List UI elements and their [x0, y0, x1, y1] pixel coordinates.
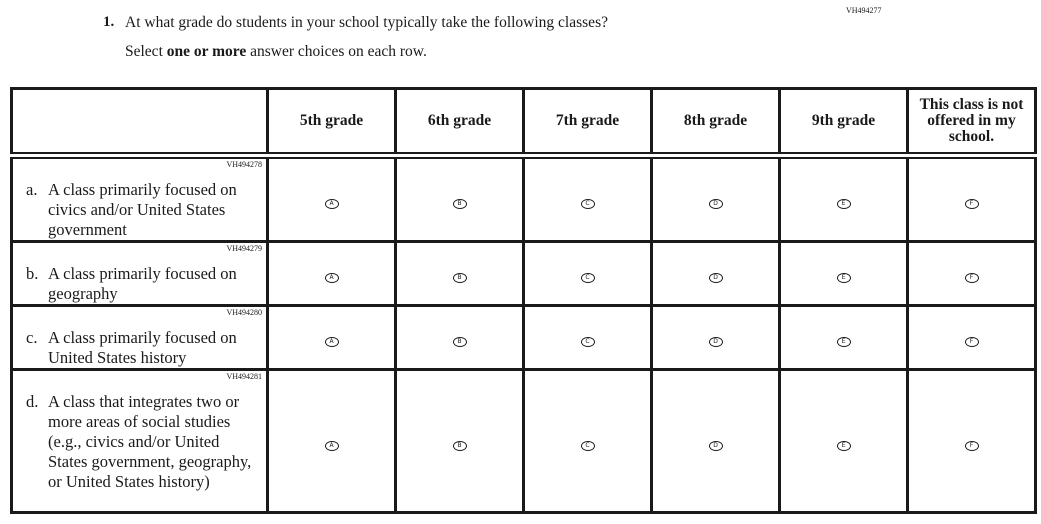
answer-bubble-b[interactable]: B: [452, 440, 467, 451]
header-blank: [10, 87, 269, 159]
question-number: 1.: [103, 14, 115, 30]
answer-bubble-f[interactable]: F: [964, 273, 979, 283]
table-row: VH494278 a. A class primarily focused on c…: [10, 154, 1037, 243]
answer-cell: C: [522, 304, 653, 371]
row-stem: VH494280 c. A class primarily focused on U…: [10, 304, 269, 371]
answer-cell: B: [394, 240, 525, 307]
answer-cell: A: [266, 154, 397, 243]
answer-bubble-b[interactable]: B: [452, 273, 467, 283]
question-id: VH494277: [846, 6, 882, 15]
instruction-text: Select: [125, 43, 167, 60]
column-header: This class is not offered in my school.: [906, 87, 1037, 159]
answer-bubble-a[interactable]: A: [324, 337, 339, 347]
answer-cell: E: [778, 154, 909, 243]
answer-cell: D: [650, 240, 781, 307]
answer-cell: D: [650, 154, 781, 243]
answer-bubble-e[interactable]: E: [836, 337, 851, 347]
answer-cell: D: [650, 368, 781, 514]
answer-bubble-c[interactable]: C: [580, 440, 595, 451]
answer-cell: E: [778, 240, 909, 307]
item-id: VH494278: [226, 160, 262, 169]
instruction-emphasis: one or more: [166, 43, 247, 60]
item-id: VH494280: [226, 308, 262, 317]
column-header: 6th grade: [394, 87, 525, 159]
answer-bubble-a[interactable]: A: [324, 273, 339, 283]
question-instruction: Select one or more answer choices on eac…: [125, 43, 427, 61]
instruction-text: answer choices on each row.: [246, 43, 427, 60]
answer-cell: E: [778, 368, 909, 514]
question-text: At what grade do students in your school…: [125, 14, 608, 31]
answer-grid: 5th grade 6th grade 7th grade 8th grade …: [10, 87, 1037, 514]
row-stem: VH494281 d. A class that integrates two or…: [10, 368, 269, 514]
answer-cell: F: [906, 304, 1037, 371]
answer-cell: B: [394, 368, 525, 514]
answer-cell: A: [266, 304, 397, 371]
table-row: VH494281 d. A class that integrates two or…: [10, 368, 1037, 514]
item-id: VH494281: [226, 372, 262, 381]
answer-bubble-d[interactable]: D: [708, 440, 723, 451]
item-id: VH494279: [226, 244, 262, 253]
answer-bubble-e[interactable]: E: [836, 273, 851, 283]
column-header: 9th grade: [778, 87, 909, 159]
item-letter: a.: [26, 180, 38, 199]
item-letter: b.: [26, 264, 39, 283]
answer-bubble-a[interactable]: A: [324, 199, 339, 209]
answer-bubble-c[interactable]: C: [580, 273, 595, 283]
answer-bubble-c[interactable]: C: [580, 199, 595, 209]
answer-bubble-f[interactable]: F: [964, 199, 979, 209]
column-header: 5th grade: [266, 87, 397, 159]
row-stem: VH494279 b. A class primarily focused on g…: [10, 240, 269, 307]
answer-cell: F: [906, 154, 1037, 243]
answer-cell: A: [266, 240, 397, 307]
column-header: 8th grade: [650, 87, 781, 159]
answer-cell: F: [906, 240, 1037, 307]
answer-cell: D: [650, 304, 781, 371]
answer-cell: A: [266, 368, 397, 514]
answer-cell: B: [394, 304, 525, 371]
item-text: A class primarily focused on civics and/…: [48, 180, 237, 239]
answer-cell: C: [522, 240, 653, 307]
answer-bubble-b[interactable]: B: [452, 199, 467, 209]
header-row: 5th grade 6th grade 7th grade 8th grade …: [10, 87, 1037, 159]
answer-bubble-c[interactable]: C: [580, 337, 595, 347]
item-letter: d.: [26, 392, 39, 411]
item-text: A class that integrates two or more area…: [48, 392, 252, 491]
answer-bubble-d[interactable]: D: [708, 337, 723, 347]
answer-cell: C: [522, 154, 653, 243]
column-header: 7th grade: [522, 87, 653, 159]
answer-bubble-f[interactable]: F: [964, 440, 979, 451]
answer-cell: E: [778, 304, 909, 371]
answer-cell: F: [906, 368, 1037, 514]
item-text: A class primarily focused on geography: [48, 264, 237, 303]
answer-bubble-b[interactable]: B: [452, 337, 467, 347]
answer-cell: C: [522, 368, 653, 514]
item-letter: c.: [26, 328, 38, 347]
answer-bubble-d[interactable]: D: [708, 273, 723, 283]
answer-bubble-a[interactable]: A: [324, 440, 339, 451]
table-row: VH494280 c. A class primarily focused on U…: [10, 304, 1037, 371]
answer-bubble-d[interactable]: D: [708, 199, 723, 209]
table-row: VH494279 b. A class primarily focused on g…: [10, 240, 1037, 307]
answer-cell: B: [394, 154, 525, 243]
answer-bubble-f[interactable]: F: [964, 337, 979, 347]
answer-bubble-e[interactable]: E: [836, 440, 851, 451]
row-stem: VH494278 a. A class primarily focused on c…: [10, 154, 269, 243]
item-text: A class primarily focused on United Stat…: [48, 328, 237, 367]
answer-bubble-e[interactable]: E: [836, 199, 851, 209]
